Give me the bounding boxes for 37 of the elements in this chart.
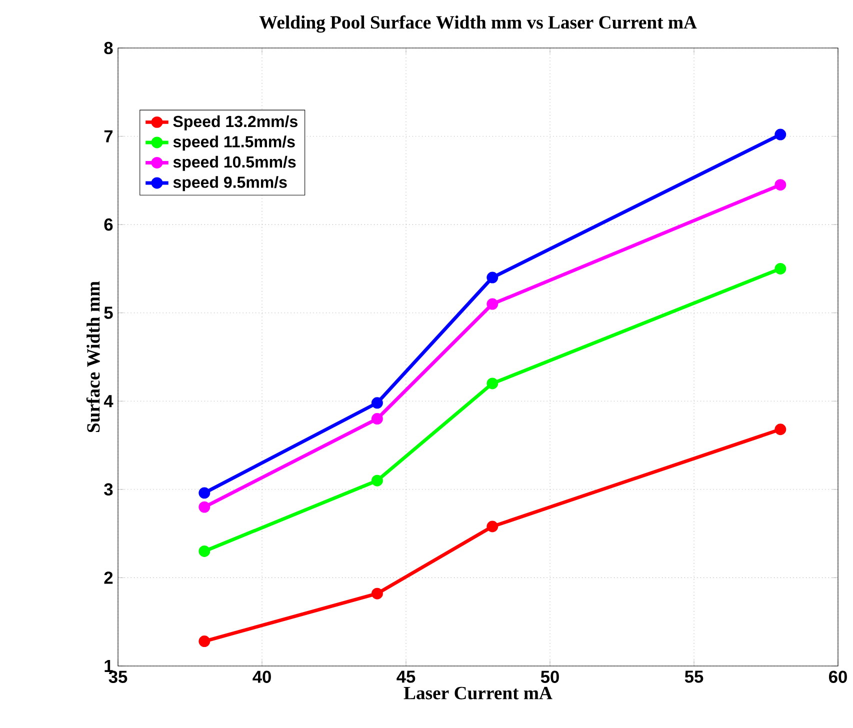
point bbox=[198, 501, 210, 513]
point bbox=[486, 298, 498, 310]
point bbox=[486, 520, 498, 532]
y-axis-title: Surface Width mm bbox=[86, 281, 100, 432]
point bbox=[371, 413, 383, 425]
point bbox=[371, 588, 383, 600]
x-tick-label: 45 bbox=[396, 670, 416, 683]
point bbox=[198, 636, 210, 647]
x-tick-label: 60 bbox=[828, 670, 847, 683]
x-tick-label: 50 bbox=[540, 670, 559, 683]
chart-title: Welding Pool Surface Width mm vs Laser Current mA bbox=[259, 15, 697, 33]
x-axis-title: Laser Current mA bbox=[404, 686, 552, 700]
point bbox=[774, 262, 786, 274]
legend-label: speed 11.5mm/s bbox=[173, 136, 295, 151]
y-tick-label: 5 bbox=[104, 306, 113, 319]
point bbox=[371, 474, 383, 486]
x-tick-label: 35 bbox=[108, 670, 128, 683]
y-tick-label: 3 bbox=[104, 483, 113, 496]
point bbox=[486, 378, 498, 390]
x-tick-label: 40 bbox=[252, 670, 271, 683]
legend-label: Speed 13.2mm/s bbox=[173, 115, 298, 130]
point bbox=[371, 397, 383, 409]
point bbox=[774, 424, 786, 436]
y-tick-label: 2 bbox=[104, 572, 113, 584]
legend-label: speed 9.5mm/s bbox=[173, 176, 287, 192]
point bbox=[486, 272, 498, 284]
x-tick-label: 55 bbox=[684, 670, 704, 683]
y-tick-label: 4 bbox=[104, 395, 114, 408]
point bbox=[774, 128, 786, 140]
point bbox=[774, 179, 786, 191]
y-tick-label: 8 bbox=[104, 42, 113, 54]
y-tick-label: 6 bbox=[104, 218, 113, 231]
y-tick-label: 1 bbox=[104, 660, 113, 672]
y-tick-label: 7 bbox=[104, 130, 113, 142]
legend-label: speed 10.5mm/s bbox=[173, 156, 296, 171]
point bbox=[198, 487, 210, 499]
point bbox=[198, 545, 210, 557]
